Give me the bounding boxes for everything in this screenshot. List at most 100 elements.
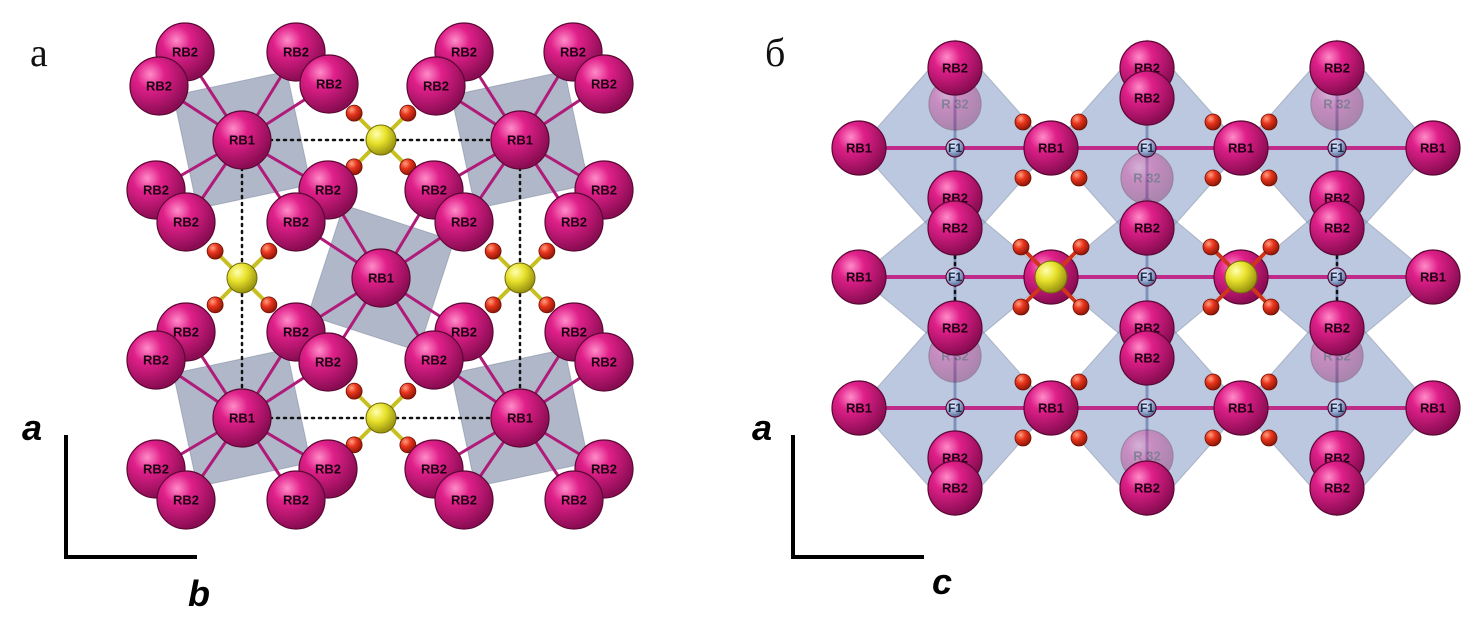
oxygen-atom [1204, 113, 1222, 131]
f1-atom: F1 [1327, 138, 1347, 158]
oxygen-atom [1012, 298, 1030, 316]
rb2-atom-label: RB2 [561, 215, 587, 230]
rb1-atom: RB1 [212, 388, 272, 448]
rb1-atom: RB1 [831, 380, 887, 436]
f1-atom-label: F1 [1140, 270, 1154, 284]
rb2-atom-label: RB2 [143, 183, 169, 198]
rb2-atom: RB2 [126, 330, 186, 390]
panel-b-f-atoms: F1 F1 F1 F1 F1 F1 F1 F1 F1 [945, 138, 1347, 418]
rb2-atom: RB2 [299, 54, 359, 114]
rb2-atom-label: RB2 [942, 61, 968, 76]
rb1-atom-label: RB1 [229, 411, 255, 426]
oxygen-atom [206, 242, 224, 260]
rb2-atom: RB2 [574, 54, 634, 114]
rb1-atom: RB1 [490, 110, 550, 170]
rb2-atom-label: RB2 [560, 45, 586, 60]
rb2-back-atom: R 32 [1120, 151, 1174, 205]
rb1-atom: RB1 [351, 248, 411, 308]
oxygen-atom [1202, 238, 1220, 256]
rb2-atom-label: RB2 [451, 45, 477, 60]
rb2-atom: RB2 [1309, 40, 1365, 96]
rb2-atom: RB2 [1119, 460, 1175, 516]
f1-atom-label: F1 [948, 141, 962, 155]
axis-b-label: b [188, 573, 210, 614]
rb2-atom: RB2 [266, 470, 326, 530]
sulfur-atom [365, 402, 397, 434]
oxygen-atom [1262, 298, 1280, 316]
rb1-atom-label: RB1 [1228, 141, 1254, 156]
oxygen-atom [1070, 429, 1088, 447]
f1-atom-label: F1 [1330, 401, 1344, 415]
rb2-atom-label: RB2 [942, 321, 968, 336]
rb2-atom-label: RB2 [173, 493, 199, 508]
rb2-atom-label: RB2 [421, 353, 447, 368]
rb2-atom: RB2 [434, 470, 494, 530]
panel-a-sulfate-groups [206, 104, 556, 454]
rb2-atom: RB2 [1309, 460, 1365, 516]
rb2-atom: RB2 [129, 56, 189, 116]
f1-atom: F1 [1327, 398, 1347, 418]
f1-atom: F1 [945, 398, 965, 418]
axis-a-label: a [22, 407, 42, 448]
oxygen-atom [1204, 169, 1222, 187]
rb2-back-atom-label: R 32 [1323, 97, 1350, 112]
rb2-atom: RB2 [298, 332, 358, 392]
rb2-atom-label: RB2 [1324, 61, 1350, 76]
oxygen-atom [345, 382, 363, 400]
axis-c-label: c [932, 561, 952, 602]
rb2-atom: RB2 [1309, 300, 1365, 356]
oxygen-atom [399, 104, 417, 122]
rb2-atom-label: RB2 [173, 325, 199, 340]
oxygen-atom [345, 104, 363, 122]
rb2-atom: RB2 [544, 470, 604, 530]
f1-atom: F1 [1327, 267, 1347, 287]
oxygen-atom [1260, 113, 1278, 131]
rb1-atom: RB1 [1213, 380, 1269, 436]
sulfate-group-bottom [345, 382, 417, 454]
rb2-atom-label: RB2 [315, 462, 341, 477]
rb2-atom-label: RB2 [316, 77, 342, 92]
rb2-atom: RB2 [404, 330, 464, 390]
rb1-atom-label: RB1 [1420, 401, 1446, 416]
rb2-atom: RB2 [927, 460, 983, 516]
rb1-atom: RB1 [1405, 249, 1461, 305]
rb1-atom-label: RB1 [1038, 401, 1064, 416]
panel-b-axes: a c [752, 407, 952, 602]
rb2-atom-label: RB2 [561, 493, 587, 508]
sulfur-atom [365, 124, 397, 156]
f1-atom-label: F1 [1140, 141, 1154, 155]
f1-atom: F1 [1137, 398, 1157, 418]
rb2-atom-label: RB2 [1134, 91, 1160, 106]
sulfate-group [1202, 238, 1280, 316]
f1-atom-label: F1 [1330, 270, 1344, 284]
oxygen-atom [538, 296, 556, 314]
rb1-atom-label: RB1 [229, 133, 255, 148]
rb2-atom-label: RB2 [451, 325, 477, 340]
rb2-atom: RB2 [1119, 70, 1175, 126]
rb2-atom-label: RB2 [451, 215, 477, 230]
rb2-atom-label: RB2 [421, 462, 447, 477]
oxygen-atom [399, 382, 417, 400]
rb1-atom-label: RB1 [846, 141, 872, 156]
panel-b-sulfur-atoms [1012, 238, 1280, 316]
f1-atom: F1 [1137, 138, 1157, 158]
rb2-atom: RB2 [1119, 200, 1175, 256]
panel-a-label: а [30, 30, 48, 75]
rb2-atom-label: RB2 [283, 493, 309, 508]
f1-atom: F1 [1137, 267, 1157, 287]
rb2-atom: RB2 [156, 192, 216, 252]
rb2-atom: RB2 [927, 200, 983, 256]
rb2-atom-label: RB2 [591, 77, 617, 92]
rb2-atom: RB2 [927, 300, 983, 356]
rb2-atom-label: RB2 [421, 183, 447, 198]
rb1-atom: RB1 [1213, 120, 1269, 176]
rb2-atom: RB2 [574, 332, 634, 392]
rb1-atom-label: RB1 [1420, 141, 1446, 156]
rb2-atom-label: RB2 [591, 355, 617, 370]
panel-a-axes: a b [22, 407, 210, 614]
oxygen-atom [1070, 169, 1088, 187]
rb2-back-atom-label: R 32 [1133, 171, 1160, 186]
oxygen-atom [1072, 298, 1090, 316]
